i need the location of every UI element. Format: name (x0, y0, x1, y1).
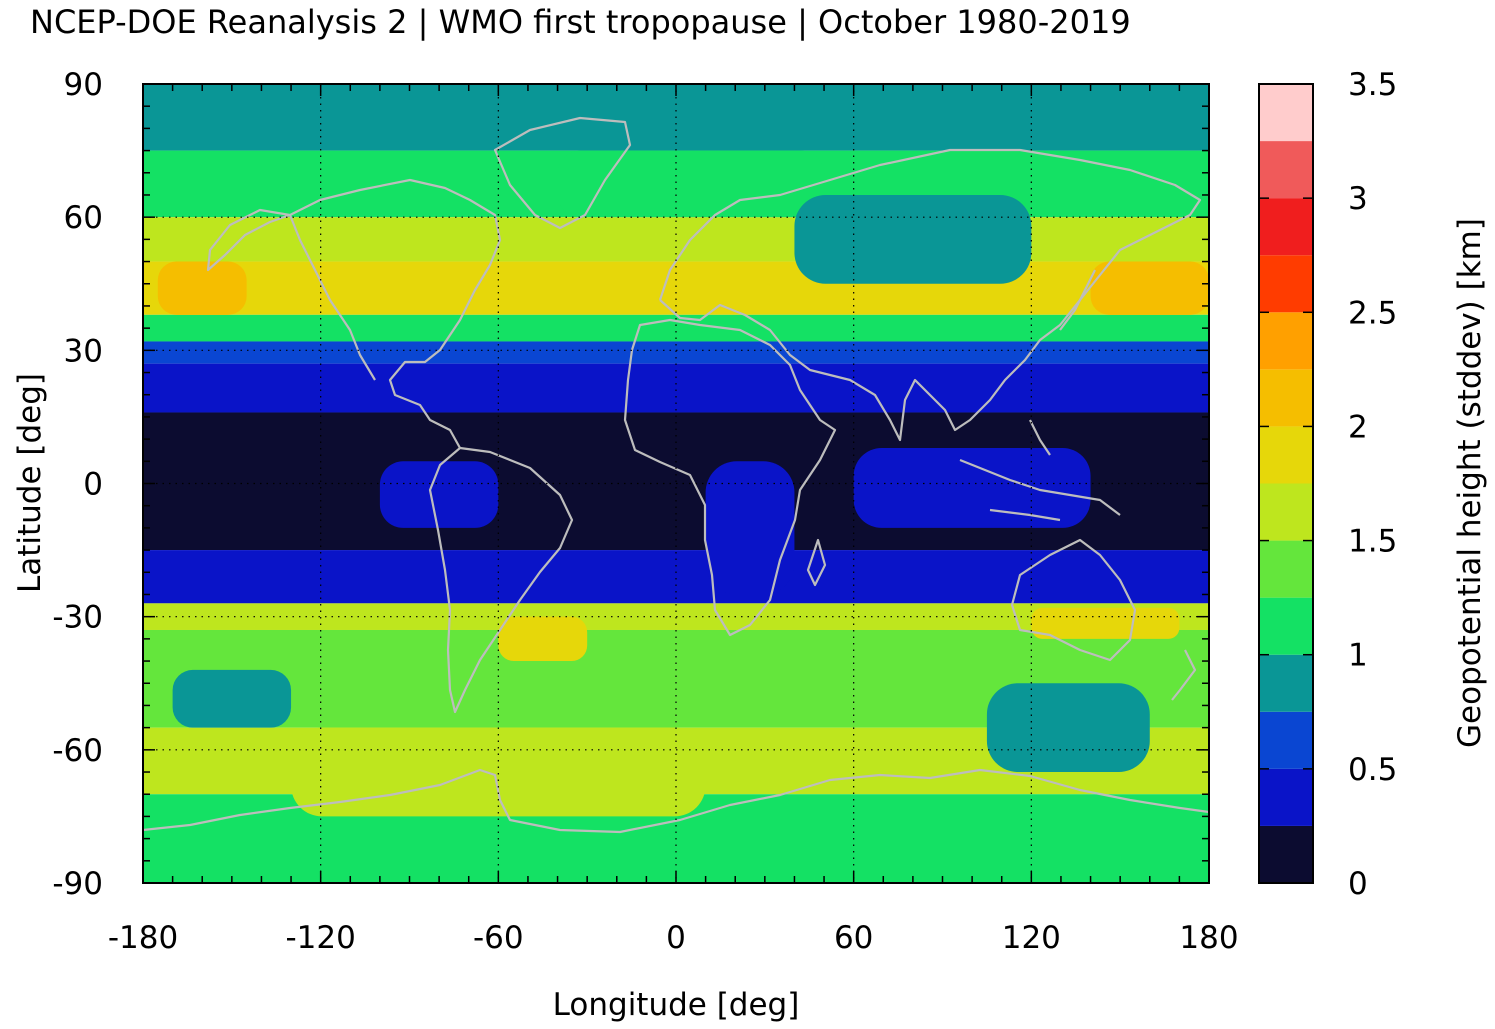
colorbar-swatch-2 (1259, 711, 1313, 769)
heatmap-feature-8 (986, 683, 1150, 773)
coastline-south-america (428, 446, 574, 714)
y-axis-label: Latitude [deg] (12, 373, 48, 593)
x-tick-label: 180 (1179, 920, 1238, 956)
x-tick-label: 60 (834, 920, 873, 956)
heatmap-feature-2 (557, 150, 825, 218)
x-tick-label: -180 (108, 920, 178, 956)
heatmap-feature-7 (172, 669, 292, 728)
coastline-antarctica (143, 768, 1209, 834)
heatmap-band-5 (143, 341, 1209, 364)
y-tick-label: -90 (52, 866, 103, 902)
colorbar-swatch-3 (1259, 654, 1313, 712)
coastline-africa (623, 318, 837, 637)
coastline-maritime-continent (959, 419, 1121, 522)
colorbar-tick-label: 2 (1348, 409, 1368, 445)
colorbar-swatch-12 (1259, 141, 1313, 199)
colorbar-tick-label: 1.5 (1348, 524, 1397, 560)
heatmap-feature-4 (379, 461, 499, 528)
colorbar-swatch-10 (1259, 255, 1313, 313)
heatmap-feature-3 (794, 194, 1032, 284)
colorbar-frame (1258, 83, 1314, 884)
y-tick-label: 60 (64, 200, 103, 236)
colorbar-tick-label: 3.5 (1348, 67, 1397, 103)
x-tick-labels: -180 -120 -60 0 60 120 180 (108, 920, 1239, 956)
colorbar-swatch-0 (1259, 825, 1313, 883)
heatmap-feature-6 (853, 447, 1091, 528)
colorbar-swatch-7 (1259, 426, 1313, 484)
heatmap-band-6 (143, 363, 1209, 413)
colorbar-tick-label: 3 (1348, 181, 1368, 217)
y-tick-labels: 90 60 30 0 -30 -60 -90 (52, 67, 103, 902)
y-tick-label: -30 (52, 600, 103, 636)
heatmap-band-8 (143, 550, 1209, 604)
x-tick-label: -120 (285, 920, 355, 956)
heatmap-feature-1 (1090, 261, 1209, 315)
x-tick-label: 0 (666, 920, 686, 956)
y-tick-label: 0 (83, 467, 103, 503)
colorbar-tick-labels: 0 0.5 1 1.5 2 2.5 3 3.5 (1348, 67, 1397, 902)
colorbar-swatch-1 (1259, 768, 1313, 826)
y-tick-label: -60 (52, 733, 103, 769)
colorbar-swatch-8 (1259, 369, 1313, 427)
colorbar-swatch-11 (1259, 198, 1313, 256)
colorbar-swatch-6 (1259, 483, 1313, 541)
coastline-greenland (493, 116, 632, 230)
colorbar (1259, 83, 1313, 884)
colorbar-swatch-13 (1259, 84, 1313, 142)
coastline-new-zealand (1171, 649, 1197, 701)
coastline-australia (1010, 538, 1137, 662)
grid-lines (143, 84, 1209, 883)
colorbar-tick-label: 0.5 (1348, 752, 1397, 788)
y-tick-label: 30 (64, 333, 103, 369)
colorbar-swatch-5 (1259, 540, 1313, 598)
colorbar-tick-label: 0 (1348, 866, 1368, 902)
y-tick-label: 90 (64, 67, 103, 103)
chart-title: NCEP-DOE Reanalysis 2 | WMO first tropop… (30, 3, 1131, 41)
heatmap-feature-5 (705, 461, 795, 595)
colorbar-tick-label: 2.5 (1348, 295, 1397, 331)
coastline-overlay (143, 116, 1209, 834)
x-tick-label: 120 (1002, 920, 1061, 956)
x-axis-label: Longitude [deg] (553, 987, 800, 1023)
heatmap-feature-0 (157, 261, 247, 315)
coastline-eurasia (658, 148, 1202, 442)
heatmap-feature-10 (1031, 607, 1180, 639)
plot-frame (142, 83, 1210, 884)
coastline-madagascar (806, 538, 827, 587)
coastline-north-america (206, 178, 502, 449)
colorbar-swatch-4 (1259, 597, 1313, 655)
heatmap-feature-9 (498, 616, 588, 662)
colorbar-label: Geopotential height (stddev) [km] (1452, 218, 1488, 748)
colorbar-swatch-9 (1259, 312, 1313, 370)
colorbar-tick-label: 1 (1348, 638, 1368, 674)
heatmap-band-2 (143, 217, 1209, 262)
x-tick-label: -60 (473, 920, 524, 956)
coastline-japan (1059, 269, 1096, 331)
heatmap-band-3 (143, 261, 1209, 315)
